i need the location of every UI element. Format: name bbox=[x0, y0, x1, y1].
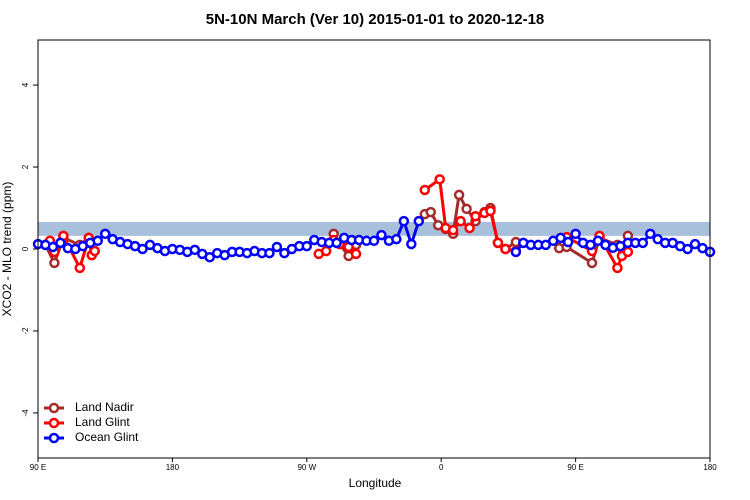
data-point bbox=[434, 174, 445, 185]
data-point bbox=[570, 228, 581, 240]
x-tick-label: 180 bbox=[166, 463, 180, 472]
legend-marker bbox=[48, 417, 60, 429]
data-point bbox=[189, 244, 201, 256]
data-point bbox=[376, 229, 387, 241]
data-point bbox=[398, 215, 410, 227]
data-point bbox=[455, 215, 466, 227]
data-point bbox=[350, 248, 362, 260]
data-point bbox=[485, 205, 496, 217]
data-point bbox=[47, 241, 59, 253]
data-point bbox=[391, 233, 402, 245]
reference-band bbox=[38, 221, 710, 236]
data-point bbox=[406, 238, 417, 250]
data-point bbox=[689, 238, 701, 250]
data-point bbox=[492, 237, 504, 249]
y-tick-label: 4 bbox=[21, 82, 30, 87]
data-point bbox=[622, 246, 634, 258]
data-point bbox=[99, 228, 111, 240]
legend-label: Ocean Glint bbox=[75, 430, 139, 444]
data-point bbox=[55, 237, 66, 249]
data-point bbox=[331, 237, 342, 249]
data-point bbox=[204, 251, 215, 263]
data-point bbox=[585, 239, 596, 251]
x-tick-label: 90 W bbox=[297, 463, 316, 472]
y-tick-label: 0 bbox=[21, 246, 30, 251]
data-point bbox=[49, 257, 60, 269]
x-tick-label: 0 bbox=[439, 463, 444, 472]
x-axis-label: Longitude bbox=[349, 476, 402, 490]
data-point bbox=[368, 235, 380, 247]
data-point bbox=[464, 222, 475, 234]
data-point bbox=[453, 189, 465, 201]
legend-label: Land Nadir bbox=[75, 400, 134, 414]
data-point bbox=[137, 243, 148, 255]
plot-frame bbox=[37, 39, 711, 459]
x-tick-label: 90 E bbox=[30, 463, 46, 472]
y-tick-label: 2 bbox=[21, 164, 30, 169]
legend-marker bbox=[48, 402, 60, 414]
y-tick-label: -2 bbox=[21, 327, 30, 335]
data-point bbox=[413, 215, 425, 227]
chart-title: 5N-10N March (Ver 10) 2015-01-01 to 2020… bbox=[206, 11, 545, 28]
data-point bbox=[425, 206, 436, 218]
y-axis-label: XCO2 - MLO trend (ppm) bbox=[0, 182, 14, 317]
data-point bbox=[271, 241, 283, 253]
data-point bbox=[562, 236, 574, 248]
data-point bbox=[74, 262, 86, 274]
data-point bbox=[264, 247, 275, 259]
data-point bbox=[470, 210, 481, 222]
data-point bbox=[500, 243, 511, 255]
data-point bbox=[447, 224, 459, 236]
data-point bbox=[510, 246, 522, 258]
data-point bbox=[612, 262, 623, 274]
data-point bbox=[461, 203, 472, 215]
data-point bbox=[555, 232, 566, 244]
y-tick-label: -4 bbox=[21, 409, 30, 417]
data-point bbox=[92, 235, 103, 247]
x-tick-label: 180 bbox=[703, 463, 717, 472]
data-point bbox=[540, 239, 551, 251]
data-point bbox=[645, 228, 656, 240]
data-point bbox=[320, 245, 332, 257]
data-point bbox=[637, 237, 649, 249]
legend-marker bbox=[48, 432, 60, 444]
data-point bbox=[301, 240, 313, 252]
data-point bbox=[279, 247, 290, 259]
x-tick-label: 90 E bbox=[567, 463, 583, 472]
data-point bbox=[419, 184, 431, 196]
data-point bbox=[592, 235, 604, 247]
data-point bbox=[682, 243, 693, 255]
data-point bbox=[89, 245, 100, 257]
legend-label: Land Glint bbox=[75, 415, 130, 429]
data-point bbox=[586, 257, 598, 269]
